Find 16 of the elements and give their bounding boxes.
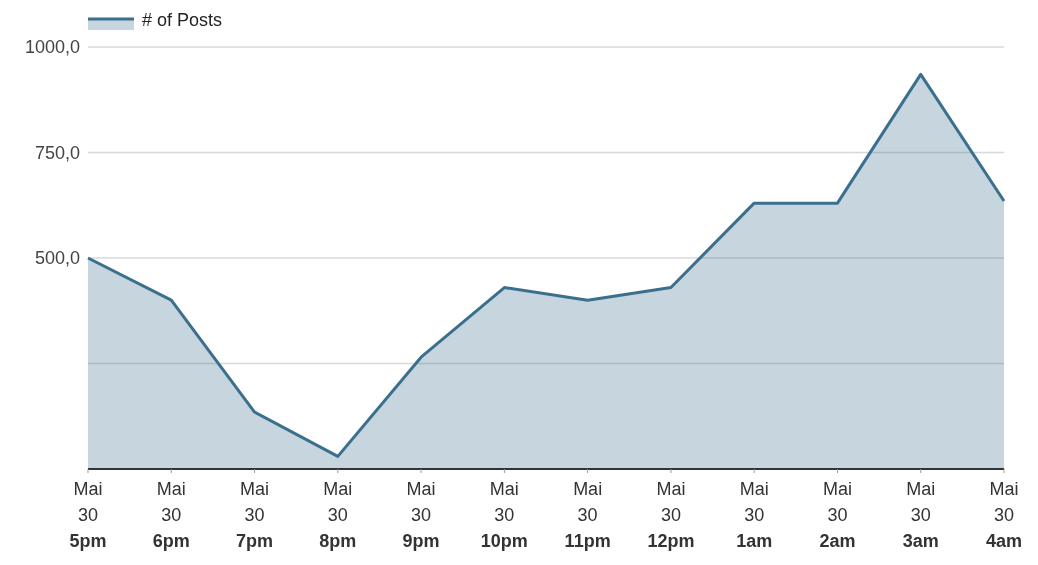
x-tick-label: Mai 30 7pm: [236, 479, 274, 551]
legend-label: # of Posts: [142, 10, 223, 31]
y-tick-label: 500,0: [34, 248, 80, 269]
x-tick-label: Mai 30 3am: [902, 479, 939, 551]
x-tick-label: Mai 30 5pm: [69, 479, 107, 551]
x-tick-label: Mai 30 11pm: [564, 479, 611, 551]
x-tick-label: Mai 30 8pm: [319, 479, 357, 551]
x-tick-label: Mai 30 9pm: [402, 479, 440, 551]
x-tick-label: Mai 30 1am: [736, 479, 773, 551]
x-tick-label: Mai 30 6pm: [152, 479, 190, 551]
x-tick-label: Mai 30 10pm: [480, 479, 528, 551]
y-tick-label: 1000,0: [24, 37, 80, 58]
x-tick-label: Mai 30 12pm: [647, 479, 695, 551]
y-tick-label: 750,0: [34, 142, 80, 163]
x-tick-label: Mai 30 2am: [819, 479, 856, 551]
x-tick-label: Mai 30 4am: [985, 479, 1023, 551]
